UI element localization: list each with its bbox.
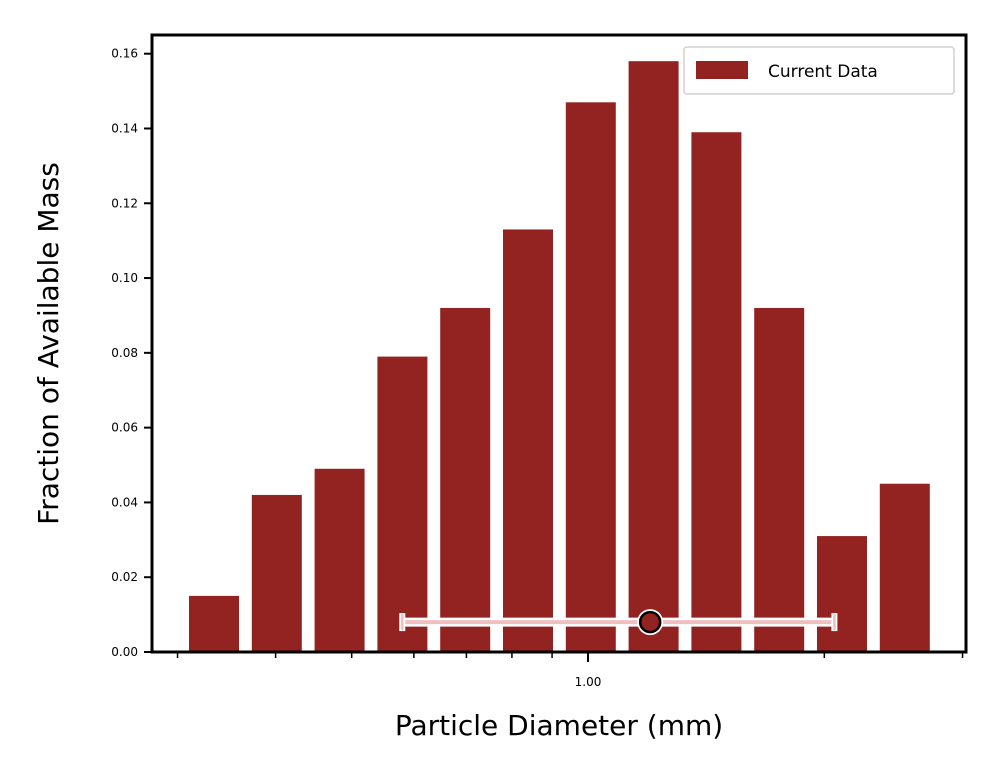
y-axis-title: Fraction of Available Mass xyxy=(32,162,65,525)
legend-box xyxy=(683,46,955,95)
bar xyxy=(189,595,239,652)
y-tick-label: 0.16 xyxy=(111,47,138,61)
x-tick-label: 1.00 xyxy=(575,675,602,689)
bar xyxy=(314,468,365,652)
legend-swatch xyxy=(696,61,748,79)
bar xyxy=(251,494,302,652)
y-tick-label: 0.10 xyxy=(111,271,138,285)
bar xyxy=(879,483,930,652)
y-tick-label: 0.06 xyxy=(111,421,138,435)
bars-layer xyxy=(189,61,930,653)
summary-errorbar xyxy=(399,609,838,636)
bar xyxy=(565,102,616,653)
x-axis-ticks: 1.00 xyxy=(176,652,964,689)
y-tick-label: 0.14 xyxy=(111,121,138,135)
bar xyxy=(628,61,679,652)
bar xyxy=(503,229,553,652)
bar xyxy=(440,307,491,652)
y-axis-ticks: 0.00 0.02 0.04 0.06 0.08 0.10 0.12 0.14 0.16 xyxy=(111,47,152,659)
bar xyxy=(754,307,805,652)
summary-point xyxy=(638,610,662,634)
y-tick-label: 0.08 xyxy=(111,346,138,360)
bar xyxy=(691,132,742,652)
x-axis-title: Particle Diameter (mm) xyxy=(395,709,723,742)
legend-label: Current Data xyxy=(768,62,878,82)
bar xyxy=(377,356,428,652)
plot-frame xyxy=(150,33,968,654)
y-tick-label: 0.00 xyxy=(111,645,138,659)
y-tick-label: 0.12 xyxy=(111,196,138,210)
y-tick-label: 0.04 xyxy=(111,495,138,509)
legend: Current Data xyxy=(683,46,955,95)
y-tick-label: 0.02 xyxy=(111,570,138,584)
bar xyxy=(817,536,867,652)
